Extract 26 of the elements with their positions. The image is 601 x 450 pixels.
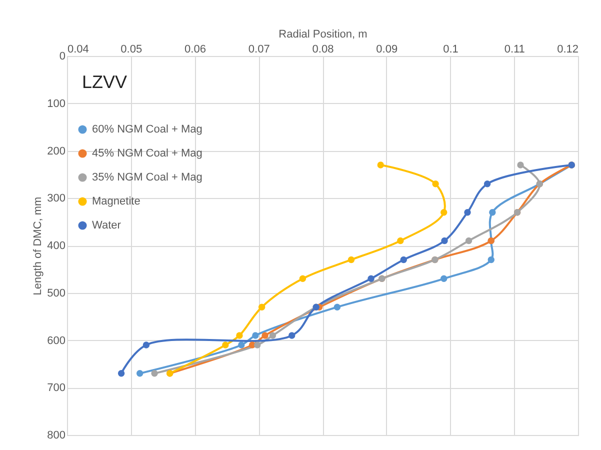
- y-tick-label: 400: [47, 240, 66, 252]
- legend-label: Magnetite: [92, 196, 140, 208]
- x-tick-label: 0.09: [376, 44, 398, 56]
- x-tick-label: 0.06: [184, 44, 206, 56]
- x-axis-title: Radial Position, m: [278, 28, 368, 40]
- legend-label: Water: [92, 220, 122, 232]
- y-tick-label: 700: [47, 382, 66, 394]
- annotation: LZVV: [82, 72, 128, 92]
- x-tick-label: 0.05: [120, 44, 142, 56]
- legend-label: 45% NGM Coal + Mag: [92, 148, 202, 160]
- legend-label: 60% NGM Coal + Mag: [92, 124, 202, 136]
- x-tick-label: 0.11: [504, 44, 525, 56]
- y-tick-label: 600: [47, 334, 66, 347]
- x-tick-label: 0.1: [443, 44, 458, 56]
- y-tick-label: 800: [47, 430, 66, 442]
- y-tick-label: 500: [47, 287, 66, 300]
- y-tick-label: 100: [47, 98, 66, 110]
- y-axis-title: Length of DMC, mm: [32, 196, 44, 296]
- y-tick-label: 0: [59, 50, 66, 62]
- y-tick-label: 200: [47, 145, 66, 158]
- legend-label: 35% NGM Coal + Mag: [92, 172, 202, 184]
- x-tick-label: 0.04: [68, 44, 89, 56]
- x-tick-label: 0.12: [557, 44, 578, 56]
- x-tick-label: 0.07: [248, 44, 270, 56]
- x-tick-label: 0.08: [312, 44, 334, 56]
- y-tick-label: 300: [47, 192, 66, 205]
